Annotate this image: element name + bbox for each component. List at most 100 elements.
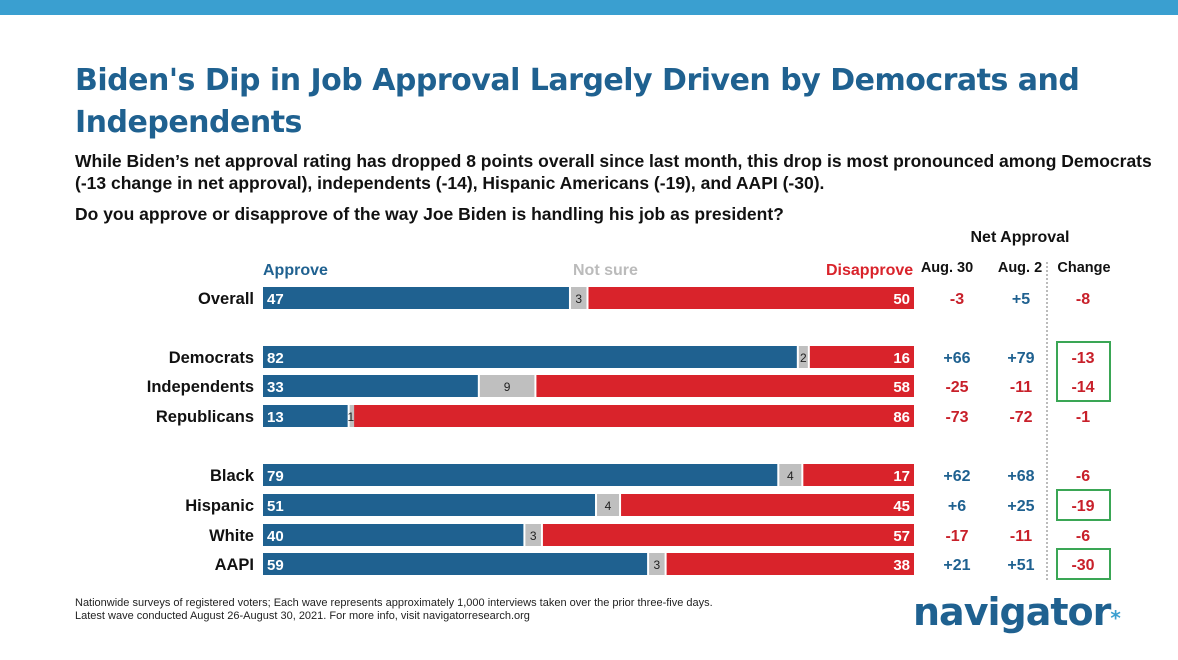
bar-disapprove-overall — [588, 287, 914, 309]
net-aug2-democrats: +79 — [1007, 350, 1034, 367]
label-approve-overall: 47 — [267, 291, 284, 308]
net-aug30-democrats: +66 — [943, 350, 970, 367]
net-change-independents: -14 — [1071, 379, 1094, 396]
highlight-box-hispanic — [1056, 489, 1111, 521]
label-disapprove-republicans: 86 — [893, 409, 910, 426]
label-disapprove-white: 57 — [893, 528, 910, 545]
net-change-aapi: -30 — [1071, 557, 1094, 574]
net-aug2-republicans: -72 — [1009, 409, 1032, 426]
label-not-sure-republicans: 1 — [348, 410, 355, 424]
net-aug2-overall: +5 — [1012, 291, 1030, 308]
label-disapprove-hispanic: 45 — [893, 498, 910, 515]
net-change-democrats: -13 — [1071, 350, 1094, 367]
legend-disapprove: Disapprove — [826, 262, 913, 279]
net-aug30-white: -17 — [945, 528, 968, 545]
net-aug30-republicans: -73 — [945, 409, 968, 426]
bar-disapprove-black — [803, 464, 914, 486]
net-aug2-black: +68 — [1007, 468, 1034, 485]
label-approve-white: 40 — [267, 528, 284, 545]
bar-not-sure-black — [779, 464, 802, 486]
bar-disapprove-hispanic — [621, 494, 914, 516]
bar-approve-democrats — [263, 346, 797, 368]
label-approve-aapi: 59 — [267, 557, 284, 574]
footer-line-2: Latest wave conducted August 26-August 3… — [75, 610, 530, 622]
bar-approve-white — [263, 524, 524, 546]
bar-approve-hispanic — [263, 494, 596, 516]
category-label-hispanic: Hispanic — [185, 497, 254, 515]
label-not-sure-aapi: 3 — [654, 558, 661, 572]
footer-note: Nationwide surveys of registered voters;… — [75, 597, 713, 623]
legend-approve: Approve — [263, 262, 328, 279]
label-not-sure-democrats: 2 — [800, 351, 807, 365]
net-aug2-aapi: +51 — [1007, 557, 1034, 574]
top-accent-bar — [0, 0, 1178, 15]
label-not-sure-hispanic: 4 — [605, 499, 612, 513]
bar-approve-independents — [263, 375, 478, 397]
net-aug30-hispanic: +6 — [948, 498, 966, 515]
label-approve-independents: 33 — [267, 379, 284, 396]
category-label-aapi: AAPI — [215, 556, 254, 574]
bar-disapprove-independents — [536, 375, 914, 397]
net-approval-header: Net Approval — [970, 229, 1070, 246]
bar-not-sure-aapi — [649, 553, 665, 575]
net-change-overall: -8 — [1076, 291, 1090, 308]
label-approve-black: 79 — [267, 468, 284, 485]
bar-disapprove-republicans — [354, 405, 914, 427]
label-not-sure-white: 3 — [530, 529, 537, 543]
bar-disapprove-democrats — [809, 346, 914, 368]
label-not-sure-independents: 9 — [504, 380, 511, 394]
category-label-independents: Independents — [147, 378, 254, 396]
legend-not-sure: Not sure — [573, 262, 638, 279]
survey-question: Do you approve or disapprove of the way … — [75, 204, 784, 224]
label-not-sure-black: 4 — [787, 469, 794, 483]
navigator-logo: navigator* — [913, 590, 1121, 634]
label-disapprove-aapi: 38 — [893, 557, 910, 574]
bar-not-sure-overall — [570, 287, 587, 309]
label-disapprove-democrats: 16 — [893, 350, 910, 367]
net-aug30-black: +62 — [943, 468, 970, 485]
net-aug2-hispanic: +25 — [1007, 498, 1034, 515]
net-change-republicans: -1 — [1076, 409, 1090, 426]
label-disapprove-black: 17 — [893, 468, 910, 485]
label-disapprove-independents: 58 — [893, 379, 910, 396]
logo-mark: * — [1110, 606, 1121, 630]
highlight-box-aapi — [1056, 548, 1111, 580]
bar-approve-overall — [263, 287, 569, 309]
category-label-overall: Overall — [198, 290, 254, 308]
bar-not-sure-white — [525, 524, 541, 546]
net-aug30-overall: -3 — [950, 291, 964, 308]
column-header-aug2: Aug. 2 — [997, 260, 1043, 276]
net-change-hispanic: -19 — [1071, 498, 1094, 515]
bar-not-sure-hispanic — [597, 494, 620, 516]
net-change-black: -6 — [1076, 468, 1090, 485]
net-aug30-independents: -25 — [945, 379, 968, 396]
bar-approve-aapi — [263, 553, 648, 575]
bar-not-sure-republicans — [349, 405, 356, 427]
label-not-sure-overall: 3 — [575, 292, 582, 306]
bar-not-sure-independents — [479, 375, 535, 397]
column-header-change: Change — [1057, 260, 1111, 276]
bar-disapprove-aapi — [666, 553, 914, 575]
net-aug2-white: -11 — [1010, 528, 1032, 545]
label-approve-republicans: 13 — [267, 409, 284, 426]
label-approve-democrats: 82 — [267, 350, 284, 367]
category-label-white: White — [209, 527, 254, 545]
category-label-black: Black — [210, 467, 255, 485]
chart-subtitle: While Biden’s net approval rating has dr… — [75, 151, 1152, 193]
net-change-white: -6 — [1076, 528, 1090, 545]
bar-approve-black — [263, 464, 778, 486]
bar-not-sure-democrats — [798, 346, 808, 368]
net-aug30-aapi: +21 — [943, 557, 970, 574]
label-disapprove-overall: 50 — [893, 291, 910, 308]
page-title: Biden's Dip in Job Approval Largely Driv… — [75, 63, 1080, 140]
bar-approve-republicans — [263, 405, 348, 427]
footer-line-1: Nationwide surveys of registered voters;… — [75, 597, 713, 609]
bar-disapprove-white — [542, 524, 914, 546]
net-aug2-independents: -11 — [1010, 379, 1032, 396]
category-label-republicans: Republicans — [156, 408, 254, 426]
column-header-aug30: Aug. 30 — [920, 260, 974, 276]
category-label-democrats: Democrats — [169, 349, 254, 367]
logo-text: navigator — [913, 590, 1111, 634]
column-divider — [1046, 262, 1048, 580]
